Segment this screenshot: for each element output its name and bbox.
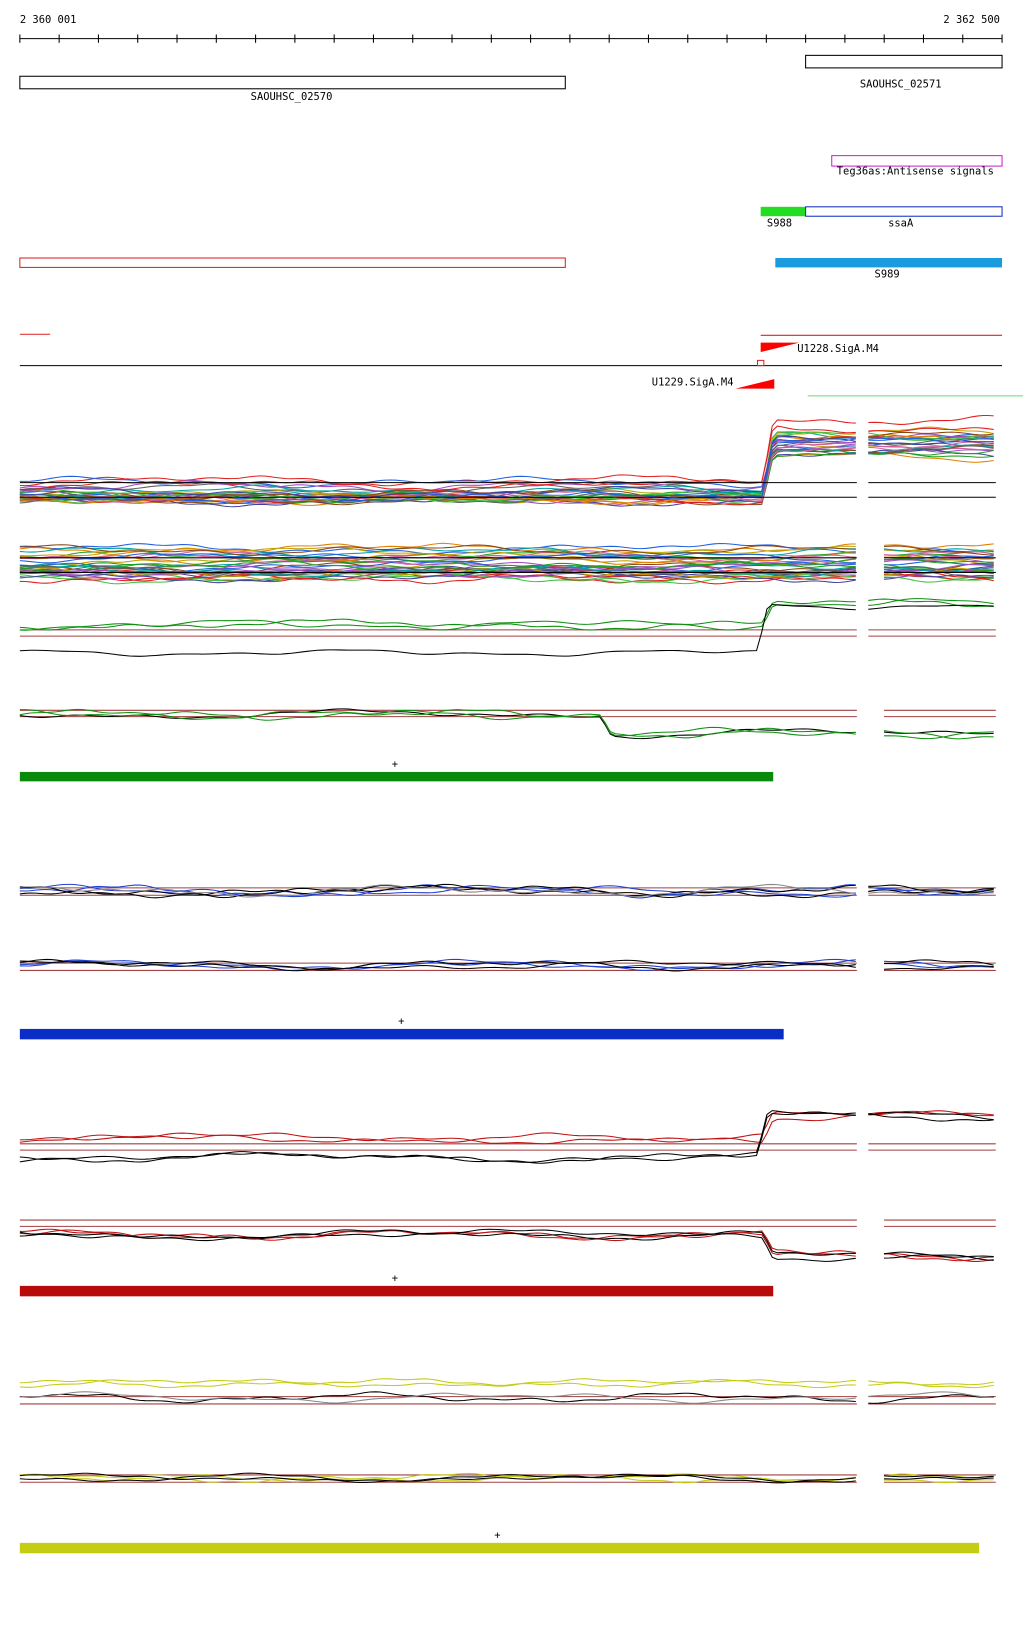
expression-line — [19, 572, 994, 585]
expression-line — [19, 958, 994, 972]
s989-box — [775, 258, 1003, 268]
expression-line — [19, 708, 994, 740]
ruler-start: 2 360 001 — [20, 14, 77, 26]
expression-line — [19, 598, 994, 631]
promoter-flag — [760, 342, 800, 364]
expression-line — [19, 1378, 994, 1389]
ssaa-box — [805, 206, 1003, 217]
expression-line — [19, 1391, 994, 1404]
expression-line — [19, 1229, 994, 1261]
expression-tracks — [19, 415, 996, 1484]
antisense-box — [831, 155, 1003, 167]
antisense-label: Teg36as:Antisense signals — [837, 165, 994, 177]
expression-line — [19, 425, 994, 491]
expression-line — [19, 552, 994, 565]
s988-label: S988 — [767, 218, 792, 230]
strand-bar — [19, 1028, 784, 1040]
strand-label: + — [392, 1273, 398, 1285]
promoter-marker — [757, 359, 765, 367]
expression-line — [19, 1391, 994, 1404]
expression-line — [19, 709, 994, 740]
region-box — [19, 257, 566, 268]
expression-line — [19, 603, 994, 657]
promoter-label: U1229.SigA.M4 — [652, 376, 734, 388]
expression-line — [19, 1472, 994, 1483]
ssaa-label: ssaA — [888, 218, 914, 230]
expression-line — [19, 544, 994, 556]
gene-box — [19, 75, 566, 90]
strand-bar — [19, 1285, 774, 1297]
gene-label: SAOUHSC_02571 — [860, 79, 942, 91]
expression-line — [19, 557, 994, 570]
gene-box — [805, 54, 1003, 69]
strand-label: + — [392, 759, 398, 771]
expression-line — [19, 552, 994, 564]
expression-line — [19, 959, 994, 971]
strand-bar — [19, 771, 774, 782]
expression-line — [19, 883, 994, 898]
expression-line — [19, 565, 994, 578]
expression-line — [19, 1473, 994, 1484]
promoter-flag — [735, 367, 775, 389]
expression-line — [19, 1378, 994, 1389]
expression-line — [19, 435, 994, 499]
gene-label: SAOUHSC_02570 — [251, 91, 333, 103]
expression-line — [19, 1110, 994, 1144]
strand-label: + — [494, 1530, 500, 1542]
s988-box — [760, 206, 806, 217]
strand-label: + — [398, 1016, 404, 1028]
ruler-ticks — [19, 34, 1003, 43]
expression-line — [19, 1228, 994, 1262]
expression-line — [19, 431, 994, 503]
s989-label: S989 — [875, 269, 900, 281]
expression-line — [19, 1110, 994, 1163]
expression-line — [19, 1111, 994, 1164]
strand-bar — [19, 1542, 980, 1554]
ruler-end: 2 362 500 — [943, 14, 1000, 26]
promoter-label: U1228.SigA.M4 — [797, 343, 879, 355]
